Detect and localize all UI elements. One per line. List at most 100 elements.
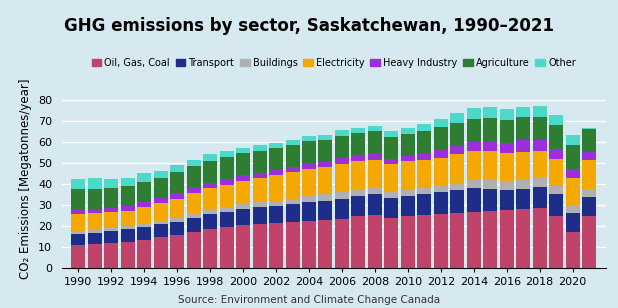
Bar — [335, 192, 349, 199]
Bar — [565, 232, 580, 268]
Bar — [154, 221, 167, 225]
Bar — [187, 218, 201, 232]
Bar — [467, 180, 481, 188]
Bar — [451, 146, 464, 155]
Bar — [236, 225, 250, 268]
Bar — [352, 196, 365, 217]
Bar — [417, 124, 431, 131]
Bar — [236, 204, 250, 209]
Bar — [71, 214, 85, 231]
Bar — [71, 179, 85, 189]
Text: Source: Environment and Climate Change Canada: Source: Environment and Climate Change C… — [178, 295, 440, 305]
Bar — [401, 134, 415, 156]
Bar — [253, 224, 266, 268]
Bar — [401, 156, 415, 161]
Bar — [104, 231, 118, 243]
Bar — [286, 145, 300, 167]
Bar — [335, 219, 349, 268]
Bar — [516, 117, 530, 140]
Bar — [121, 229, 135, 242]
Bar — [434, 150, 448, 158]
Bar — [368, 153, 382, 160]
Bar — [203, 155, 217, 161]
Bar — [137, 202, 151, 207]
Bar — [253, 173, 266, 178]
Bar — [318, 220, 332, 268]
Bar — [318, 201, 332, 220]
Bar — [434, 127, 448, 150]
Bar — [137, 207, 151, 224]
Bar — [286, 167, 300, 172]
Bar — [533, 117, 547, 140]
Bar — [71, 245, 85, 268]
Bar — [516, 179, 530, 188]
Bar — [451, 113, 464, 123]
Bar — [170, 235, 184, 268]
Bar — [236, 148, 250, 153]
Bar — [582, 189, 596, 197]
Bar — [565, 135, 580, 145]
Bar — [549, 186, 563, 194]
Bar — [582, 197, 596, 217]
Bar — [582, 129, 596, 152]
Bar — [352, 155, 365, 161]
Bar — [582, 152, 596, 160]
Bar — [549, 149, 563, 159]
Text: GHG emissions by sector, Saskatchewan, 1990–2021: GHG emissions by sector, Saskatchewan, 1… — [64, 17, 554, 35]
Bar — [236, 176, 250, 181]
Bar — [533, 140, 547, 151]
Bar — [467, 151, 481, 180]
Bar — [549, 159, 563, 186]
Bar — [269, 143, 283, 148]
Bar — [384, 137, 399, 159]
Bar — [203, 183, 217, 188]
Bar — [137, 227, 151, 240]
Bar — [137, 224, 151, 227]
Bar — [137, 182, 151, 202]
Bar — [352, 189, 365, 196]
Bar — [302, 141, 316, 163]
Bar — [219, 157, 234, 179]
Bar — [88, 213, 102, 230]
Bar — [401, 196, 415, 217]
Bar — [368, 215, 382, 268]
Bar — [203, 214, 217, 229]
Bar — [286, 140, 300, 145]
Bar — [417, 153, 431, 160]
Bar — [516, 140, 530, 152]
Bar — [236, 153, 250, 176]
Bar — [104, 212, 118, 228]
Bar — [368, 126, 382, 131]
Bar — [318, 167, 332, 194]
Bar — [335, 130, 349, 136]
Bar — [483, 211, 497, 268]
Bar — [253, 202, 266, 207]
Bar — [154, 198, 167, 204]
Bar — [417, 215, 431, 268]
Bar — [154, 178, 167, 198]
Bar — [549, 194, 563, 217]
Bar — [154, 204, 167, 221]
Bar — [154, 237, 167, 268]
Y-axis label: CO₂ Emissions [Megatonnes/year]: CO₂ Emissions [Megatonnes/year] — [19, 79, 32, 279]
Bar — [71, 210, 85, 214]
Bar — [88, 230, 102, 233]
Bar — [451, 213, 464, 268]
Bar — [368, 131, 382, 153]
Bar — [467, 108, 481, 119]
Bar — [451, 190, 464, 213]
Bar — [417, 188, 431, 194]
Bar — [533, 187, 547, 208]
Bar — [384, 197, 399, 217]
Bar — [253, 178, 266, 202]
Bar — [352, 133, 365, 155]
Bar — [269, 223, 283, 268]
Bar — [417, 131, 431, 153]
Bar — [71, 231, 85, 234]
Bar — [335, 158, 349, 164]
Bar — [401, 161, 415, 189]
Bar — [368, 194, 382, 215]
Bar — [121, 242, 135, 268]
Bar — [401, 217, 415, 268]
Bar — [236, 181, 250, 204]
